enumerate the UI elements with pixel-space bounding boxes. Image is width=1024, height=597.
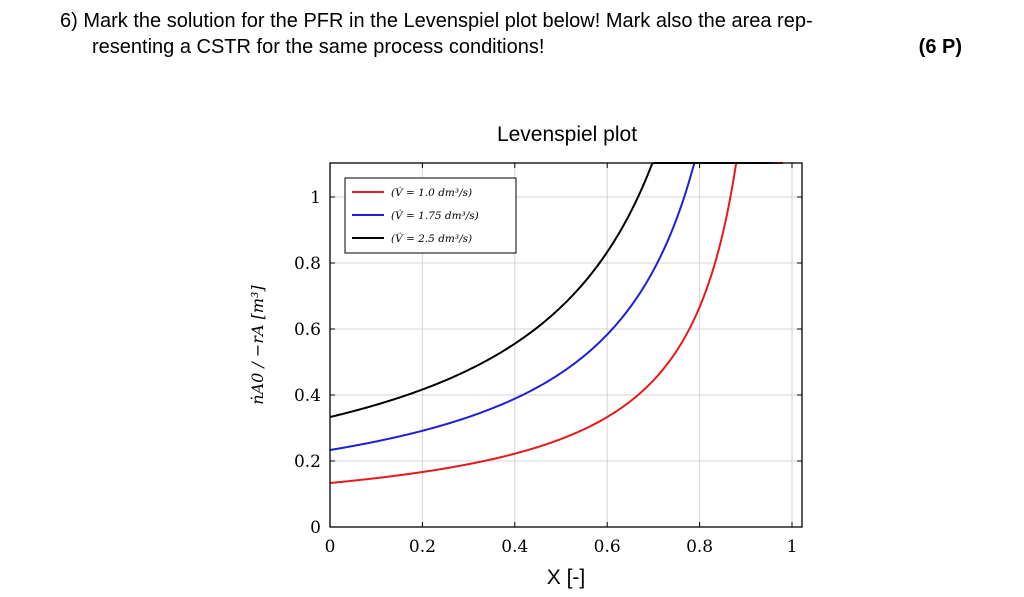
y-tick-label: 0.2 bbox=[294, 452, 321, 472]
question-number: 6) bbox=[60, 10, 78, 32]
y-axis-label-text: ṅA0 / −rA [m³] bbox=[248, 285, 267, 405]
question-text: 6) Mark the solution for the PFR in the … bbox=[60, 8, 960, 60]
y-tick-label: 1 bbox=[310, 188, 321, 208]
chart-ticks: 0 0.2 0.4 0.6 0.8 1 0 0.2 0.4 0.6 0.8 1 bbox=[294, 163, 802, 557]
x-tick-label: 0 bbox=[325, 537, 336, 557]
x-tick-label: 0.4 bbox=[501, 537, 528, 557]
x-tick-label: 0.2 bbox=[409, 537, 436, 557]
legend-entry: (V̇ = 1.75 dm³/s) bbox=[391, 209, 479, 222]
question-line-2: resenting a CSTR for the same process co… bbox=[92, 36, 545, 58]
y-tick-label: 0.6 bbox=[294, 320, 321, 340]
y-axis-label: ṅA0 / −rA [m³] bbox=[248, 285, 267, 405]
x-axis-label: X [-] bbox=[547, 566, 586, 589]
series-line bbox=[329, 162, 783, 485]
y-tick-label: 0.4 bbox=[294, 386, 321, 406]
plot-frame bbox=[329, 162, 803, 528]
question-points: (6 P) bbox=[918, 36, 962, 58]
legend-entry: (V̇ = 1.0 dm³/s) bbox=[391, 186, 472, 199]
chart-legend: (V̇ = 1.0 dm³/s) (V̇ = 1.75 dm³/s) (V̇ = 2… bbox=[344, 177, 517, 254]
x-tick-label: 0.8 bbox=[686, 537, 713, 557]
x-tick-label: 1 bbox=[787, 537, 798, 557]
legend-entry: (V̇ = 2.5 dm³/s) bbox=[391, 232, 472, 245]
y-tick-label: 0 bbox=[310, 518, 321, 538]
x-tick-label: 0.6 bbox=[594, 537, 621, 557]
question-line-1: 6) Mark the solution for the PFR in the … bbox=[60, 10, 813, 32]
chart-title: Levenspiel plot bbox=[497, 123, 637, 146]
y-tick-label: 0.8 bbox=[294, 254, 321, 274]
